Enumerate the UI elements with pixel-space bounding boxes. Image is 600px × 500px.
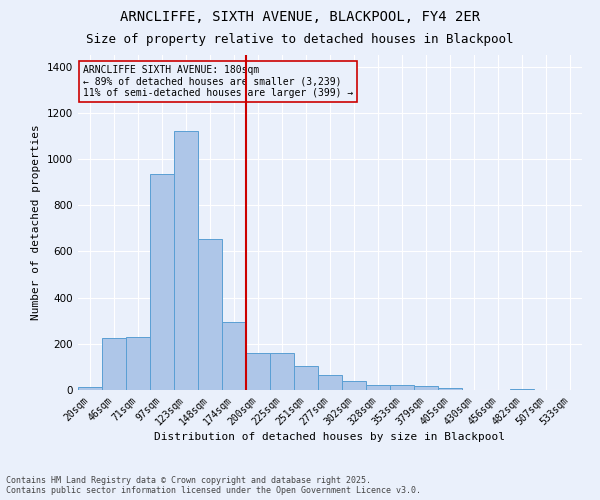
X-axis label: Distribution of detached houses by size in Blackpool: Distribution of detached houses by size … <box>155 432 505 442</box>
Bar <box>414 386 438 390</box>
Text: ARNCLIFFE SIXTH AVENUE: 180sqm
← 89% of detached houses are smaller (3,239)
11% : ARNCLIFFE SIXTH AVENUE: 180sqm ← 89% of … <box>83 65 353 98</box>
Bar <box>78 387 102 390</box>
Bar <box>174 131 198 390</box>
Bar <box>198 238 222 390</box>
Text: Size of property relative to detached houses in Blackpool: Size of property relative to detached ho… <box>86 32 514 46</box>
Bar <box>126 338 150 390</box>
Bar <box>246 353 270 390</box>
Bar <box>318 375 342 390</box>
Bar <box>270 353 294 390</box>
Bar <box>438 388 462 390</box>
Text: Contains HM Land Registry data © Crown copyright and database right 2025.
Contai: Contains HM Land Registry data © Crown c… <box>6 476 421 495</box>
Bar <box>150 174 174 390</box>
Bar <box>510 388 534 390</box>
Bar <box>390 386 414 390</box>
Bar <box>222 322 246 390</box>
Bar <box>102 338 126 390</box>
Text: ARNCLIFFE, SIXTH AVENUE, BLACKPOOL, FY4 2ER: ARNCLIFFE, SIXTH AVENUE, BLACKPOOL, FY4 … <box>120 10 480 24</box>
Bar <box>294 366 318 390</box>
Bar <box>342 381 366 390</box>
Y-axis label: Number of detached properties: Number of detached properties <box>31 124 41 320</box>
Bar <box>366 386 390 390</box>
